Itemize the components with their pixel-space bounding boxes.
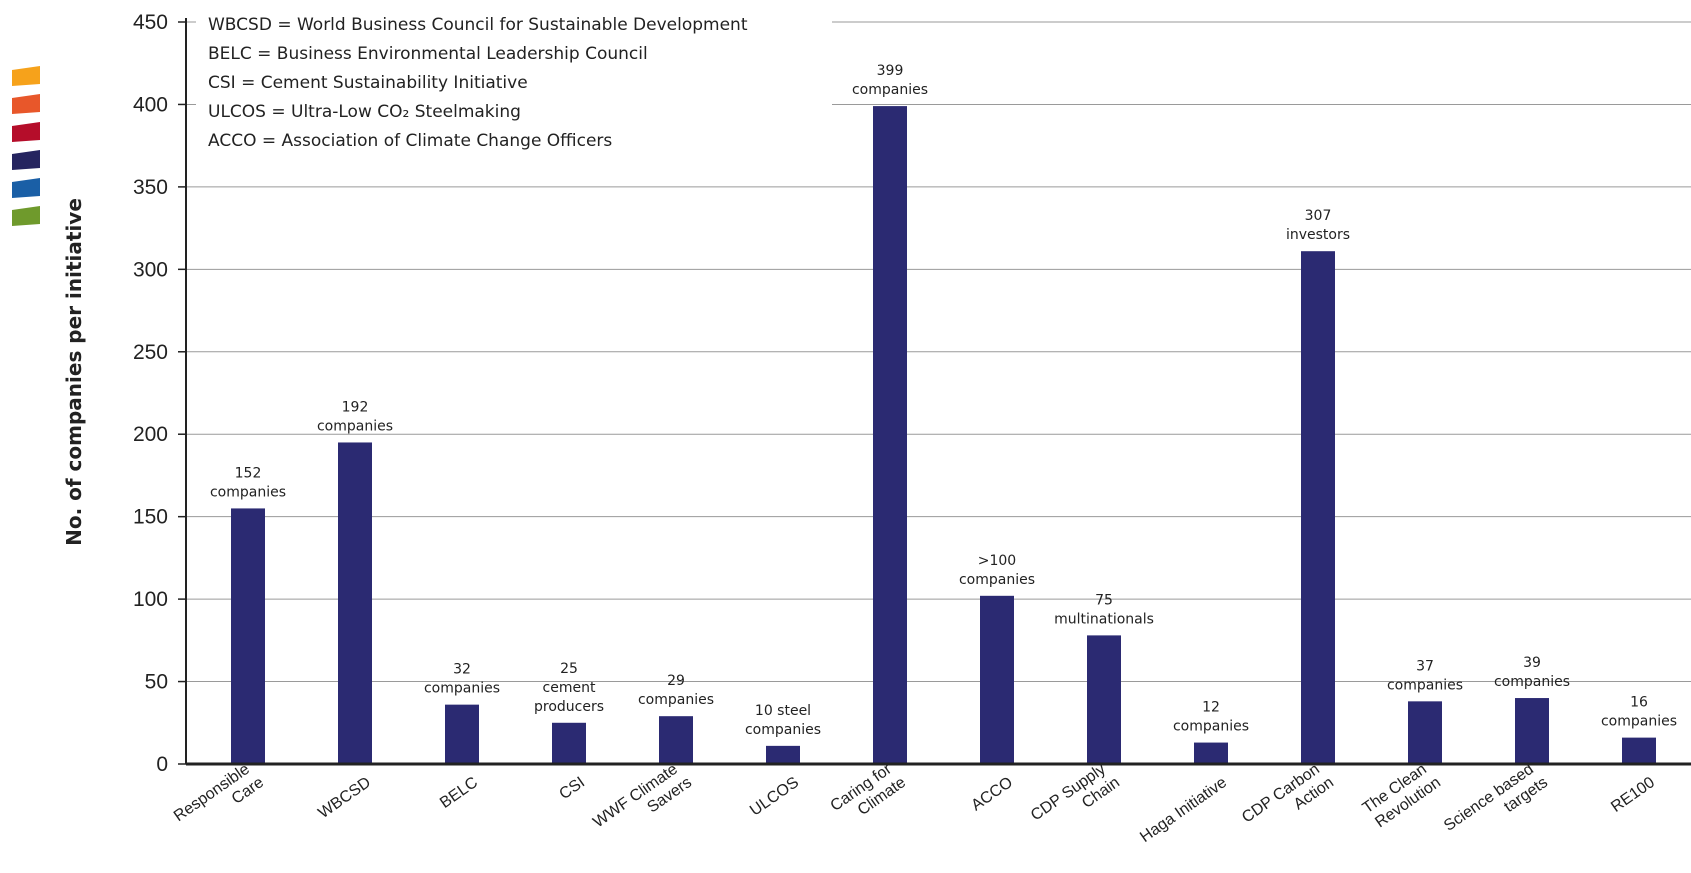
x-category-label-line: BELC <box>437 774 481 812</box>
data-label: companies <box>638 692 714 708</box>
y-tick-label: 350 <box>133 176 168 199</box>
x-category-label: BELC <box>437 774 481 812</box>
color-strip-swatch <box>12 150 40 170</box>
bar <box>766 745 800 764</box>
legend-note-line: ULCOS = Ultra-Low CO₂ Steelmaking <box>208 102 521 122</box>
data-label: companies <box>1387 677 1463 693</box>
legend-note-line: CSI = Cement Sustainability Initiative <box>208 73 528 93</box>
data-label: 39 <box>1523 655 1541 671</box>
bar <box>552 722 586 764</box>
data-label: companies <box>852 82 928 98</box>
y-tick-label: 150 <box>133 506 168 529</box>
data-label: companies <box>959 572 1035 588</box>
bar <box>445 704 479 764</box>
bar <box>338 442 372 764</box>
color-strip-swatch <box>12 66 40 86</box>
y-tick-label: 0 <box>156 753 168 776</box>
data-label: 37 <box>1416 658 1434 674</box>
color-strip-swatch <box>12 206 40 226</box>
data-label: companies <box>210 484 286 500</box>
data-label: companies <box>317 418 393 434</box>
data-label: 10 steel <box>755 703 811 719</box>
data-label: 12 <box>1202 700 1220 716</box>
data-label: investors <box>1286 227 1350 243</box>
data-label: 32 <box>453 662 471 678</box>
data-label: 399 <box>877 63 904 79</box>
legend-note-line: ACCO = Association of Climate Change Off… <box>208 131 612 151</box>
color-strip-swatch <box>12 122 40 142</box>
bar <box>1515 698 1549 764</box>
bar <box>1622 737 1656 764</box>
data-label: cement <box>543 680 596 696</box>
legend-note-box <box>196 8 832 156</box>
data-label: companies <box>1494 674 1570 690</box>
y-tick-label: 300 <box>133 258 168 281</box>
data-label: 25 <box>560 661 578 677</box>
data-label: 307 <box>1305 208 1332 224</box>
bar <box>231 508 265 764</box>
data-label: 29 <box>667 673 685 689</box>
data-label: companies <box>424 681 500 697</box>
data-label: >100 <box>978 553 1016 569</box>
legend-note-line: WBCSD = World Business Council for Susta… <box>208 15 748 35</box>
bar <box>659 716 693 764</box>
y-tick-label: 50 <box>145 671 168 694</box>
y-axis-label: No. of companies per initiative <box>62 198 86 546</box>
y-tick-label: 400 <box>133 93 168 116</box>
bar <box>1301 251 1335 764</box>
legend-note-line: BELC = Business Environmental Leadership… <box>208 44 648 64</box>
x-category-label-line: Haga Initiative <box>1137 774 1230 846</box>
x-category-label-line: ULCOS <box>747 774 802 820</box>
y-tick-labels: 0 50 100 150 200 250 300 350 400 450 <box>133 11 168 776</box>
data-label: 16 <box>1630 695 1648 711</box>
data-label: 192 <box>342 399 369 415</box>
y-tick-label: 250 <box>133 341 168 364</box>
x-category-label: WBCSD <box>315 774 374 822</box>
data-label: companies <box>745 722 821 738</box>
color-strip-swatch <box>12 94 40 114</box>
x-category-label-line: RE100 <box>1608 774 1658 816</box>
data-label: companies <box>1601 714 1677 730</box>
y-tick-label: 200 <box>133 423 168 446</box>
x-category-label-line: ACCO <box>968 774 1016 814</box>
legend-note: WBCSD = World Business Council for Susta… <box>208 15 748 151</box>
data-label: companies <box>1173 719 1249 735</box>
y-tick-label: 100 <box>133 588 168 611</box>
color-strip <box>12 66 40 226</box>
x-category-label: ULCOS <box>747 774 802 820</box>
bar <box>980 595 1014 764</box>
bar <box>1087 635 1121 764</box>
data-label: 152 <box>235 465 262 481</box>
color-strip-swatch <box>12 178 40 198</box>
bar <box>1194 742 1228 764</box>
gridlines <box>178 21 1691 765</box>
data-labels: 152 companies 192 companies 32 companies 25 cem… <box>210 63 1677 738</box>
data-label: 75 <box>1095 592 1113 608</box>
y-tick-label: 450 <box>133 11 168 34</box>
bars <box>231 106 1656 765</box>
data-label: producers <box>534 699 604 715</box>
data-label: multinationals <box>1054 611 1154 627</box>
x-category-label: CSI <box>556 774 588 803</box>
bar <box>1408 701 1442 764</box>
x-category-label: ACCO <box>968 774 1016 814</box>
bar <box>873 106 907 765</box>
x-category-label-line: WBCSD <box>315 774 374 822</box>
x-category-label-line: CSI <box>556 774 588 803</box>
x-category-label: Haga Initiative <box>1137 774 1230 846</box>
x-category-label: RE100 <box>1608 774 1658 816</box>
